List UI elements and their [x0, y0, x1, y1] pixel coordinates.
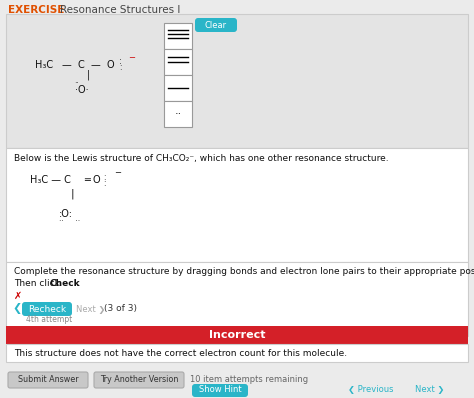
Text: ❮ Previous: ❮ Previous: [348, 386, 393, 394]
Text: (3 of 3): (3 of 3): [104, 304, 137, 314]
Text: Submit Answer: Submit Answer: [18, 375, 78, 384]
Text: EXERCISE: EXERCISE: [8, 5, 64, 15]
Text: —  C  —  O: — C — O: [62, 60, 115, 70]
Text: Recheck: Recheck: [28, 304, 66, 314]
Text: Try Another Version: Try Another Version: [100, 375, 178, 384]
FancyBboxPatch shape: [8, 372, 88, 388]
Text: .: .: [76, 279, 79, 289]
Text: ··: ··: [73, 217, 80, 226]
Text: ✗: ✗: [14, 291, 22, 301]
Text: :: :: [103, 172, 106, 181]
Bar: [164, 49, 192, 75]
Text: Next ❯: Next ❯: [76, 304, 105, 314]
Text: :O:: :O:: [59, 209, 73, 219]
Text: Check: Check: [50, 279, 81, 289]
Text: :: :: [119, 64, 121, 72]
FancyBboxPatch shape: [94, 372, 184, 388]
Text: ··: ··: [174, 109, 182, 119]
Text: Incorrect: Incorrect: [209, 330, 265, 340]
Text: :: :: [103, 178, 106, 187]
Text: Clear: Clear: [205, 21, 227, 29]
Text: 10 item attempts remaining: 10 item attempts remaining: [190, 375, 308, 384]
Text: |: |: [70, 189, 74, 199]
Bar: [6, 344, 468, 362]
Bar: [164, 101, 192, 127]
Bar: [6, 326, 468, 344]
Bar: [6, 148, 468, 262]
Text: ··: ··: [74, 80, 79, 88]
Text: −: −: [128, 53, 135, 62]
Text: ··: ··: [59, 217, 66, 226]
Text: Below is the Lewis structure of CH₃CO₂⁻, which has one other resonance structure: Below is the Lewis structure of CH₃CO₂⁻,…: [14, 154, 389, 162]
Bar: [164, 23, 192, 49]
Text: H₃C — C: H₃C — C: [30, 175, 71, 185]
Text: |: |: [86, 70, 90, 80]
Text: This structure does not have the correct electron count for this molecule.: This structure does not have the correct…: [14, 349, 347, 357]
Text: H₃C: H₃C: [35, 60, 53, 70]
Text: ❮: ❮: [12, 304, 21, 314]
FancyBboxPatch shape: [192, 384, 248, 397]
Text: Resonance Structures I: Resonance Structures I: [60, 5, 181, 15]
Text: 4th attempt: 4th attempt: [26, 316, 72, 324]
Bar: [164, 75, 192, 101]
Text: Show Hint: Show Hint: [199, 386, 241, 394]
Bar: [6, 262, 468, 336]
Bar: [6, 14, 468, 148]
Text: :: :: [119, 57, 122, 66]
FancyBboxPatch shape: [22, 302, 72, 316]
Text: ·O·: ·O·: [75, 85, 89, 95]
Text: ═ O: ═ O: [84, 175, 100, 185]
Text: Complete the resonance structure by dragging bonds and electron lone pairs to th: Complete the resonance structure by drag…: [14, 267, 474, 277]
Text: Next ❯: Next ❯: [415, 386, 444, 394]
Text: Then click: Then click: [14, 279, 63, 289]
Text: −: −: [114, 168, 121, 178]
FancyBboxPatch shape: [195, 18, 237, 32]
